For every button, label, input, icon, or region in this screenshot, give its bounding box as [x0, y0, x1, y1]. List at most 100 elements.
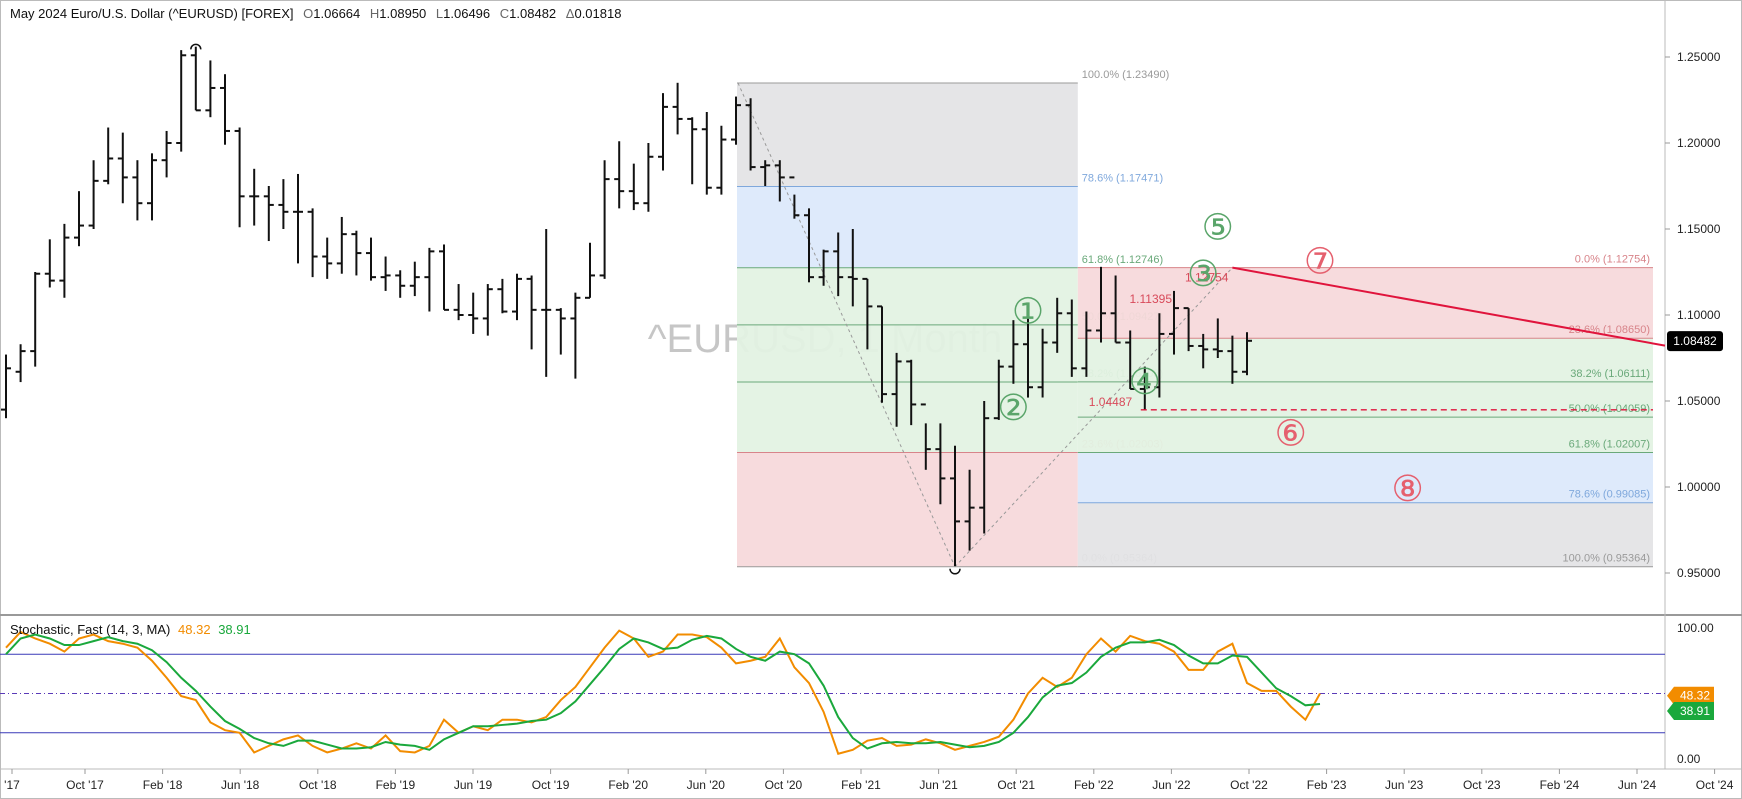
ohlc-bar: [88, 160, 99, 229]
ohlc-bar: [658, 93, 668, 171]
time-tick-label: Oct '24: [1696, 778, 1734, 792]
price-tick-label: 1.15000: [1677, 222, 1721, 236]
ohlc-bar: [1125, 330, 1136, 390]
fib-retracement-label: 23.6% (1.08650): [1569, 324, 1650, 336]
high-label: H: [369, 6, 380, 21]
ohlc-bar: [1081, 311, 1092, 377]
ohlc-bar: [395, 270, 406, 298]
ohlc-bar: [570, 292, 581, 379]
stochastic-title: Stochastic, Fast (14, 3, MA): [10, 622, 171, 637]
ohlc-bar: [482, 284, 493, 336]
ohlc-bar: [366, 237, 376, 281]
ohlc-bar: [30, 272, 41, 367]
time-tick-label: Oct '23: [1463, 778, 1501, 792]
ohlc-bar: [760, 160, 771, 186]
ohlc-bar: [789, 176, 800, 219]
ohlc-bar: [877, 305, 887, 403]
time-tick-label: Feb '20: [608, 778, 648, 792]
ohlc-bar: [833, 232, 844, 297]
ohlc-bar: [468, 292, 479, 334]
ohlc-bar: [847, 229, 858, 307]
ohlc-bar: [205, 60, 216, 118]
ohlc-bar: [1183, 307, 1194, 352]
ohlc-bar: [1008, 320, 1019, 384]
lower-high-label: 1.11395: [1130, 292, 1173, 306]
stochastic-tick-label: 100.00: [1677, 621, 1714, 635]
fib-retracement-label: 38.2% (1.06111): [1570, 368, 1650, 380]
ohlc-bar: [512, 273, 522, 321]
ohlc-bar: [44, 239, 55, 288]
time-tick-label: Jun '24: [1618, 778, 1657, 792]
wave-label-green: ①: [1012, 292, 1044, 333]
ohlc-bar: [687, 117, 698, 185]
wave-label-red: ⑥: [1275, 414, 1307, 455]
ohlc-bar: [424, 247, 435, 312]
fib-decline-zone: [737, 186, 1078, 268]
time-tick-label: Oct '17: [66, 778, 104, 792]
time-tick-label: Jun '19: [454, 778, 493, 792]
ohlc-bar: [293, 173, 303, 264]
stochastic-tick-label: 0.00: [1677, 752, 1701, 766]
ohlc-bar: [526, 275, 537, 350]
ohlc-bar: [993, 359, 1004, 420]
ohlc-bar: [322, 237, 333, 279]
ohlc-bar: [950, 445, 960, 567]
ohlc-bar: [453, 284, 464, 321]
fib-decline-label: 61.8% (1.12746): [1082, 254, 1163, 266]
ohlc-bar: [59, 223, 70, 298]
time-tick-label: Oct '20: [765, 778, 803, 792]
ohlc-bar: [643, 143, 654, 212]
ohlc-bar: [1023, 308, 1033, 398]
slow-d-badge: [1667, 702, 1714, 721]
ohlc-bar: [1110, 275, 1121, 344]
fib-guide-line: [737, 82, 956, 567]
ohlc-bar: [1139, 366, 1150, 410]
ohlc-bar: [439, 244, 449, 311]
time-tick-label: Jun '22: [1152, 778, 1191, 792]
ohlc-bar: [979, 401, 990, 534]
ohlc-bar: [745, 98, 756, 171]
last-price-badge: [1667, 331, 1723, 352]
ohlc-bar: [964, 469, 975, 551]
price-tick-label: 1.05000: [1677, 394, 1721, 408]
ohlc-bar: [1096, 266, 1106, 343]
ohlc-bar: [409, 261, 420, 297]
ohlc-bar: [249, 168, 260, 226]
ohlc-bar: [804, 208, 814, 283]
ohlc-bar: [716, 125, 727, 195]
price-tick-label: 1.10000: [1677, 308, 1721, 322]
fast-k-value: 48.32: [178, 622, 211, 637]
ohlc-bar: [599, 160, 610, 279]
header-title: May 2024 Euro/U.S. Dollar (^EURUSD) [FOR…: [10, 6, 294, 21]
ohlc-bar: [161, 130, 172, 178]
ohlc-bar: [614, 141, 625, 209]
fast-k-line: [5, 629, 1321, 755]
ohlc-bar: [307, 208, 318, 278]
fib-retracement-zone: [1077, 452, 1653, 503]
low-value: 1.06496: [443, 6, 491, 21]
ohlc-bar: [1, 354, 11, 419]
stochastic-header: Stochastic, Fast (14, 3, MA) 48.32 38.91: [10, 622, 251, 637]
ohlc-bar: [672, 82, 683, 135]
fib-retracement-label: 0.0% (1.12754): [1575, 254, 1650, 266]
ohlc-bar: [15, 344, 26, 383]
time-tick-label: Feb '21: [841, 778, 881, 792]
wave-label-red: ⑦: [1304, 242, 1336, 283]
swing-low-marker: [949, 568, 961, 575]
ohlc-bar: [1212, 318, 1223, 358]
ohlc-bar: [818, 249, 829, 286]
price-tick-label: 1.25000: [1677, 50, 1721, 64]
ohlc-bar: [1154, 313, 1165, 398]
low-label: L: [435, 6, 444, 21]
ohlc-bar: [220, 74, 230, 145]
fib-decline-zone: [737, 381, 1078, 453]
wave-label-green: ②: [997, 388, 1029, 429]
ohlc-bar: [628, 163, 639, 211]
slow-d-line: [5, 633, 1321, 751]
time-tick-label: Jun '21: [919, 778, 958, 792]
open-value: 1.06664: [313, 6, 361, 21]
swing-high-marker: [190, 43, 202, 50]
open-label: O: [303, 6, 314, 21]
